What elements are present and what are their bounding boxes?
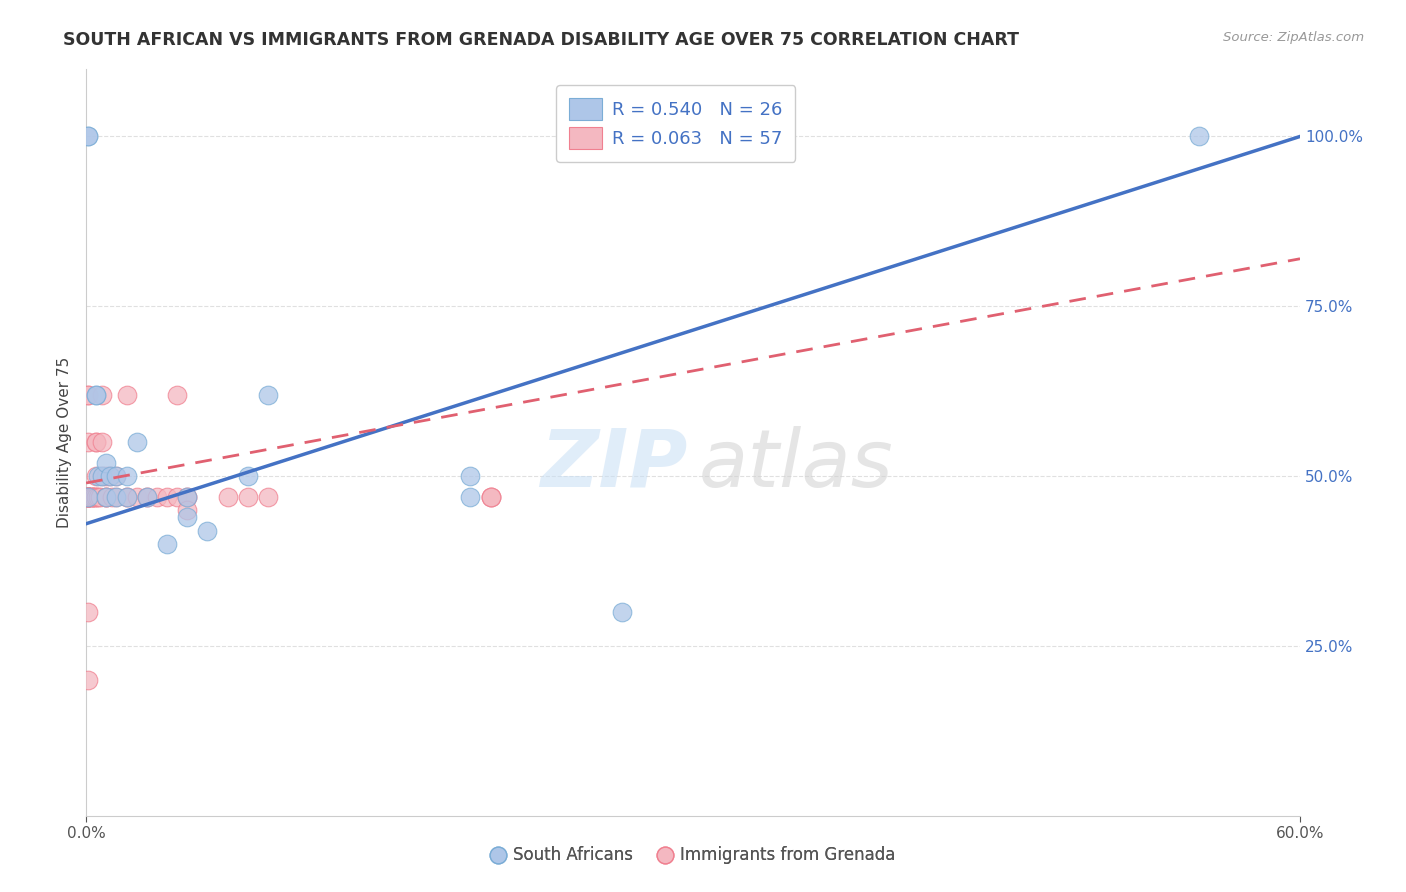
Point [77,605,100,619]
Point [1188,129,1211,144]
Point [77,490,100,504]
Text: Source: ZipAtlas.com: Source: ZipAtlas.com [1223,31,1364,45]
Point [105,490,128,504]
Point [83,490,105,504]
Point [89,490,111,504]
Point [96,456,118,470]
Point [77,490,100,504]
Point [84,435,107,450]
Point [84,435,107,450]
Point [197,524,219,538]
Point [166,490,188,504]
Point [77,435,100,450]
Point [77,490,100,504]
Point [236,490,259,504]
Point [176,503,198,517]
Point [96,490,118,504]
Point [115,490,138,504]
Text: ZIP: ZIP [540,425,688,504]
Point [82,490,104,504]
Point [77,490,100,504]
Point [77,129,100,144]
Point [77,673,100,687]
Point [135,490,157,504]
Point [91,387,114,401]
Point [91,469,114,483]
Point [612,605,634,619]
Point [96,469,118,483]
Point [125,490,148,504]
Text: atlas: atlas [699,425,894,504]
Point [77,490,100,504]
Point [479,490,502,504]
Point [77,490,100,504]
Point [77,129,100,144]
Point [84,490,107,504]
Point [135,490,157,504]
Point [176,490,198,504]
Point [77,490,100,504]
Point [125,435,148,450]
Point [77,490,100,504]
Point [96,490,118,504]
Point [105,490,128,504]
Point [96,490,118,504]
Point [115,490,138,504]
Point [166,387,188,401]
Point [176,490,198,504]
Point [77,387,100,401]
Point [236,469,259,483]
Point [77,490,100,504]
Point [156,537,179,551]
Point [217,490,239,504]
Point [77,387,100,401]
Point [115,490,138,504]
Text: SOUTH AFRICAN VS IMMIGRANTS FROM GRENADA DISABILITY AGE OVER 75 CORRELATION CHAR: SOUTH AFRICAN VS IMMIGRANTS FROM GRENADA… [63,31,1019,49]
Point [84,387,107,401]
Point [176,490,198,504]
Y-axis label: Disability Age Over 75: Disability Age Over 75 [58,357,72,528]
Point [156,490,179,504]
Point [105,469,128,483]
Point [98,469,121,483]
Point [84,387,107,401]
Point [87,490,110,504]
Point [105,469,128,483]
Point [176,510,198,524]
Point [87,469,110,483]
Point [115,469,138,483]
Point [82,490,104,504]
Point [115,387,138,401]
Point [146,490,169,504]
Point [257,490,280,504]
Point [135,490,157,504]
Point [101,490,124,504]
Point [91,435,114,450]
Point [91,469,114,483]
Legend: South Africans, Immigrants from Grenada: South Africans, Immigrants from Grenada [485,839,901,871]
Point [84,469,107,483]
Point [77,490,100,504]
Point [479,490,502,504]
Point [84,490,107,504]
Point [460,469,482,483]
Point [96,490,118,504]
Point [82,490,104,504]
Point [460,490,482,504]
Point [82,490,104,504]
Point [77,490,100,504]
Point [257,387,280,401]
Point [98,469,121,483]
Point [479,490,502,504]
